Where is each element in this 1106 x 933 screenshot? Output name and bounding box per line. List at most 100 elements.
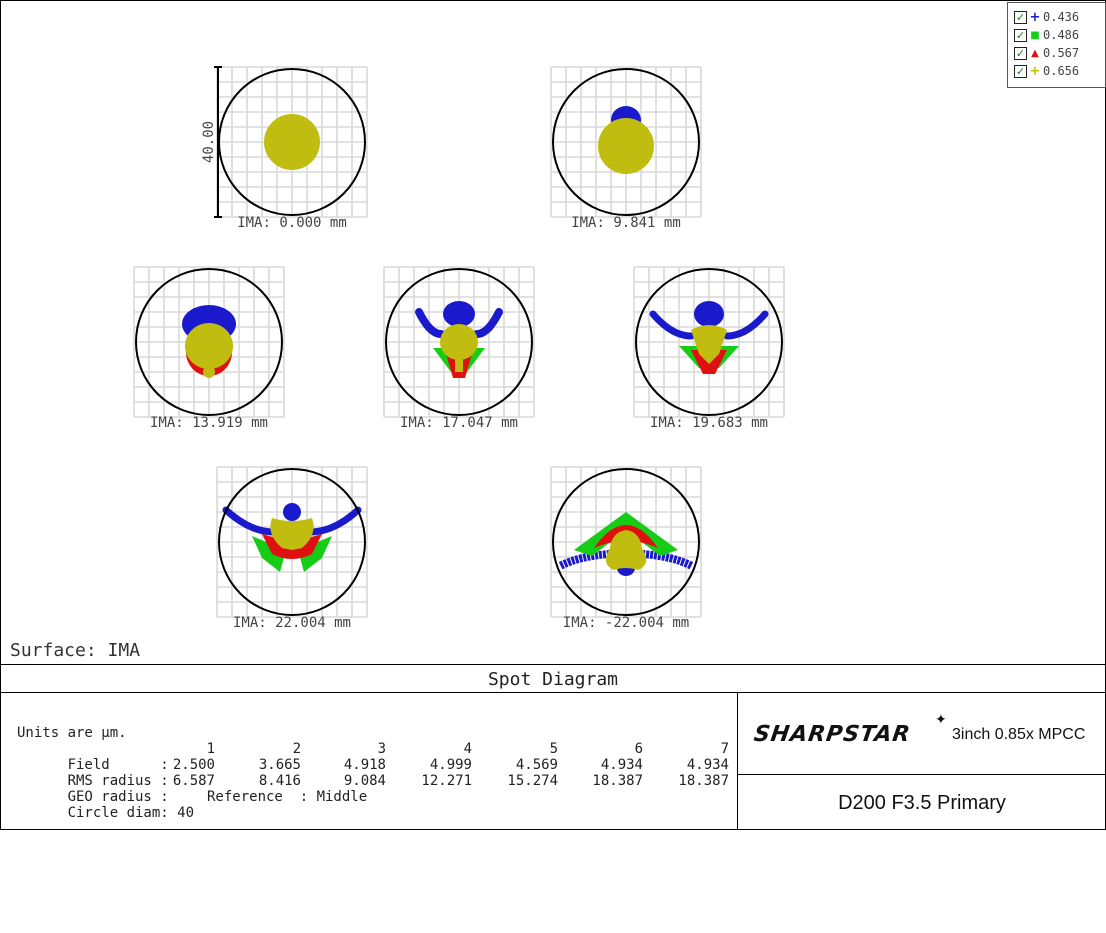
geo-value: 8.416 bbox=[258, 773, 301, 789]
field-row-label: Field : bbox=[67, 757, 169, 773]
blue-plus-icon: + bbox=[1029, 9, 1041, 25]
yellow-plus-icon: + bbox=[1029, 63, 1041, 79]
spot-cell-2: IMA: 9.841 mm bbox=[550, 66, 702, 231]
spot-0656 bbox=[270, 518, 314, 550]
rms-value: 4.934 bbox=[686, 757, 729, 773]
field-number: 6 bbox=[634, 741, 643, 757]
rms-value: 3.665 bbox=[258, 757, 301, 773]
spot-0486-left bbox=[252, 536, 286, 572]
geo-row-label: GEO radius : bbox=[67, 789, 169, 805]
field-number: 3 bbox=[377, 741, 386, 757]
spot-0656-stem bbox=[455, 354, 463, 372]
spot-0656-tail bbox=[203, 366, 215, 378]
surface-label: Surface: IMA bbox=[10, 640, 141, 661]
circle-diameter-ring bbox=[385, 268, 533, 416]
circle-row: Circle diam: 40 Reference : Middle bbox=[17, 789, 368, 821]
ima-label: IMA: 19.683 mm bbox=[650, 415, 768, 431]
legend-checkbox-icon[interactable]: ✓ bbox=[1014, 64, 1027, 78]
spot-0436 bbox=[283, 503, 301, 521]
spot-0656 bbox=[691, 325, 727, 364]
field-number: 1 bbox=[206, 741, 215, 757]
field-row: Field : 1 2 3 4 5 6 7 bbox=[17, 741, 729, 773]
circle-diameter-ring bbox=[552, 468, 700, 616]
geo-value: 12.271 bbox=[421, 773, 472, 789]
diagram-title: Spot Diagram bbox=[487, 669, 619, 690]
geo-value: 18.387 bbox=[678, 773, 729, 789]
legend-label: 0.486 bbox=[1043, 28, 1080, 42]
spot-0656 bbox=[264, 114, 320, 170]
scale-bar: 40.00 bbox=[201, 66, 222, 218]
spot-cell-6: IMA: 22.004 mm bbox=[216, 466, 368, 631]
ima-label: IMA: 17.047 mm bbox=[400, 415, 518, 431]
spot-0436-wing-left bbox=[649, 310, 695, 340]
rms-value: 2.500 bbox=[172, 757, 215, 773]
spot-0656 bbox=[605, 530, 647, 570]
circle-diameter-ring bbox=[135, 268, 283, 416]
geo-row: GEO radius : 6.587 8.416 9.084 12.271 15… bbox=[17, 773, 729, 805]
circle-diameter-ring bbox=[218, 468, 366, 616]
sharpstar-logo: SHARPSTAR bbox=[752, 722, 913, 747]
spot-0436-wing-right bbox=[641, 550, 694, 570]
field-number: 4 bbox=[463, 741, 472, 757]
rms-value: 4.569 bbox=[515, 757, 558, 773]
legend-item-2[interactable]: ✓ ■ 0.486 bbox=[1014, 27, 1079, 43]
geo-value: 9.084 bbox=[343, 773, 386, 789]
spot-0436-wing-right bbox=[473, 308, 503, 338]
rms-row: RMS radius : 2.500 3.665 4.918 4.999 4.5… bbox=[17, 757, 729, 789]
spot-cell-3: IMA: 13.919 mm bbox=[133, 266, 285, 431]
legend-item-4[interactable]: ✓ + 0.656 bbox=[1014, 63, 1079, 79]
telescope-spec: D200 F3.5 Primary bbox=[838, 792, 1006, 814]
geo-value: 6.587 bbox=[172, 773, 215, 789]
field-number: 5 bbox=[549, 741, 558, 757]
spot-0486-right bbox=[298, 536, 332, 572]
legend-label: 0.567 bbox=[1043, 46, 1080, 60]
spot-0656 bbox=[598, 118, 654, 174]
spot-cell-5: IMA: 19.683 mm bbox=[633, 266, 785, 431]
ima-label: IMA: 9.841 mm bbox=[571, 215, 681, 231]
spot-cell-1: IMA: 0.000 mm bbox=[216, 66, 368, 231]
field-number: 7 bbox=[720, 741, 729, 757]
legend-item-1[interactable]: ✓ + 0.436 bbox=[1014, 9, 1079, 25]
ima-label: IMA: 0.000 mm bbox=[237, 215, 347, 231]
ima-label: IMA: -22.004 mm bbox=[563, 615, 689, 631]
circle-diameter-ring bbox=[635, 268, 783, 416]
legend-checkbox-icon[interactable]: ✓ bbox=[1014, 28, 1027, 42]
rms-row-label: RMS radius : bbox=[67, 773, 169, 789]
rms-value: 4.999 bbox=[429, 757, 472, 773]
green-square-icon: ■ bbox=[1030, 29, 1040, 41]
spot-diagram-window: IMA: 0.000 mm IMA: 9.841 mm IMA: 13.919 mm… bbox=[0, 0, 1106, 830]
legend-label: 0.656 bbox=[1043, 64, 1080, 78]
legend-item-3[interactable]: ✓ ▲ 0.567 bbox=[1014, 45, 1079, 61]
geo-value: 15.274 bbox=[507, 773, 558, 789]
wavelength-legend: ✓ + 0.436 ✓ ■ 0.486 ✓ ▲ 0.567 ✓ + 0.656 bbox=[1007, 2, 1106, 88]
spot-cell-4: IMA: 17.047 mm bbox=[383, 266, 535, 431]
field-number: 2 bbox=[292, 741, 301, 757]
geo-value: 18.387 bbox=[592, 773, 643, 789]
legend-label: 0.436 bbox=[1043, 10, 1080, 24]
legend-checkbox-icon[interactable]: ✓ bbox=[1014, 10, 1027, 24]
spot-plot-area: IMA: 0.000 mm IMA: 9.841 mm IMA: 13.919 mm… bbox=[133, 66, 785, 631]
title-block: SHARPSTAR ✦ 3inch 0.85x MPCC D200 F3.5 P… bbox=[737, 692, 1106, 829]
spot-cell-7: IMA: -22.004 mm bbox=[550, 466, 702, 631]
spot-0436 bbox=[694, 301, 724, 327]
red-triangle-icon: ▲ bbox=[1031, 47, 1039, 59]
ima-label: IMA: 22.004 mm bbox=[233, 615, 351, 631]
spot-statistics: Units are µm. Field : 1 2 3 4 5 6 7 RMS … bbox=[17, 725, 729, 821]
spot-0656 bbox=[185, 323, 233, 369]
spot-0436-wing-left bbox=[415, 308, 445, 338]
rms-value: 4.918 bbox=[343, 757, 386, 773]
star-icon: ✦ bbox=[935, 712, 947, 728]
spot-0436-wing-left bbox=[558, 550, 611, 570]
circle-diameter-ring bbox=[552, 68, 700, 216]
spot-0436-wing-right bbox=[723, 310, 769, 340]
brand-header: SHARPSTAR ✦ 3inch 0.85x MPCC bbox=[738, 692, 1106, 775]
units-line: Units are µm. bbox=[17, 725, 127, 741]
ima-label: IMA: 13.919 mm bbox=[150, 415, 268, 431]
scale-bar-label: 40.00 bbox=[201, 121, 217, 163]
legend-checkbox-icon[interactable]: ✓ bbox=[1014, 46, 1027, 60]
spot-0436-wing-right bbox=[306, 506, 362, 536]
title-bar: Spot Diagram bbox=[1, 664, 1105, 693]
spot-0656 bbox=[440, 324, 478, 360]
rms-value: 4.934 bbox=[600, 757, 643, 773]
spot-0436 bbox=[443, 301, 475, 327]
